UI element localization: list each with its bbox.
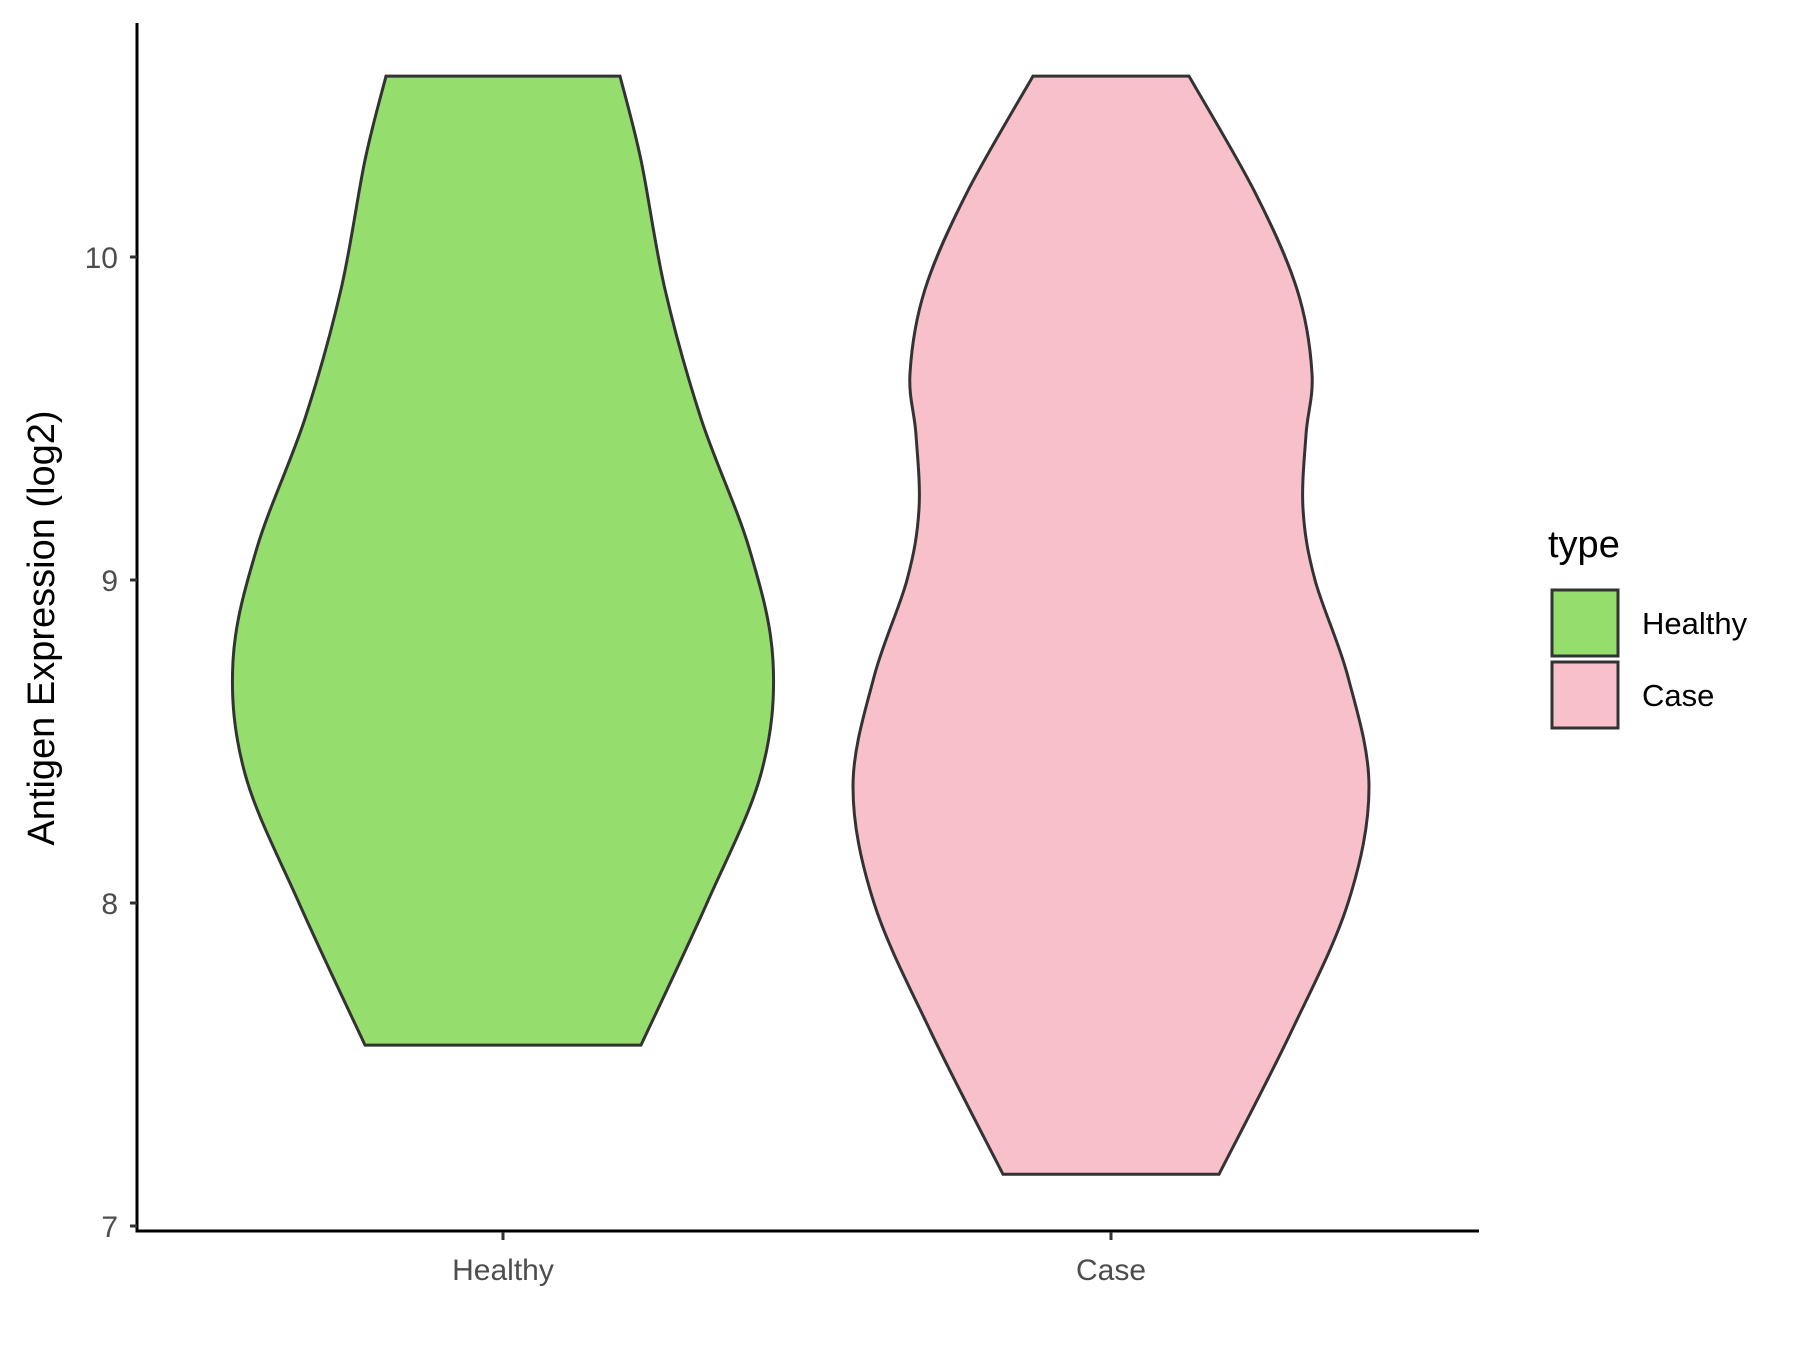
violin-case <box>851 74 1371 1176</box>
y-axis-title: Antigen Expression (log2) <box>21 410 63 845</box>
y-tick-label: 7 <box>101 1211 118 1244</box>
legend-swatch-healthy <box>1550 588 1620 658</box>
y-tick-label: 8 <box>101 888 118 921</box>
legend-title: type <box>1548 524 1620 566</box>
legend-swatch-case <box>1550 660 1620 730</box>
y-tick-label: 9 <box>101 565 118 598</box>
legend-label-case: Case <box>1642 678 1714 713</box>
x-axis-ticks: Healthy Case <box>452 1232 1146 1287</box>
legend: Healthy Case <box>1550 588 1748 730</box>
x-tick-label: Healthy <box>452 1254 554 1287</box>
y-tick-label: 10 <box>85 242 118 275</box>
violin-healthy <box>230 74 776 1047</box>
violins-layer <box>230 74 1371 1176</box>
x-tick-label: Case <box>1076 1254 1146 1287</box>
y-axis-ticks: 7 8 9 10 <box>85 242 137 1244</box>
legend-label-healthy: Healthy <box>1642 606 1748 641</box>
